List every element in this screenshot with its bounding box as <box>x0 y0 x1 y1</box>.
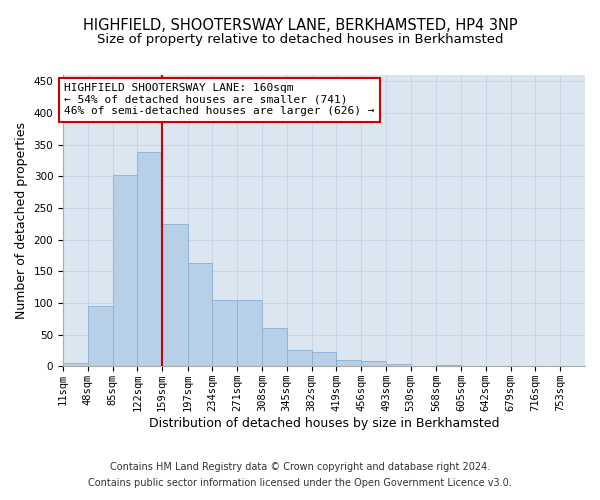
Bar <box>337 360 361 366</box>
Text: HIGHFIELD SHOOTERSWAY LANE: 160sqm
← 54% of detached houses are smaller (741)
46: HIGHFIELD SHOOTERSWAY LANE: 160sqm ← 54%… <box>64 83 375 116</box>
Bar <box>262 328 287 366</box>
Y-axis label: Number of detached properties: Number of detached properties <box>15 122 28 319</box>
Bar <box>287 350 311 366</box>
Bar <box>311 352 337 366</box>
Bar <box>113 175 137 366</box>
Text: Contains HM Land Registry data © Crown copyright and database right 2024.: Contains HM Land Registry data © Crown c… <box>110 462 490 472</box>
Bar <box>386 364 411 366</box>
Bar <box>237 300 262 366</box>
Bar <box>137 152 162 366</box>
Text: Size of property relative to detached houses in Berkhamsted: Size of property relative to detached ho… <box>97 32 503 46</box>
Bar <box>436 365 461 366</box>
Bar <box>88 306 113 366</box>
Bar <box>188 263 212 366</box>
Bar <box>63 363 88 366</box>
X-axis label: Distribution of detached houses by size in Berkhamsted: Distribution of detached houses by size … <box>149 417 499 430</box>
Bar <box>361 361 386 366</box>
Bar <box>212 300 237 366</box>
Text: Contains public sector information licensed under the Open Government Licence v3: Contains public sector information licen… <box>88 478 512 488</box>
Bar <box>162 224 188 366</box>
Text: HIGHFIELD, SHOOTERSWAY LANE, BERKHAMSTED, HP4 3NP: HIGHFIELD, SHOOTERSWAY LANE, BERKHAMSTED… <box>83 18 517 32</box>
